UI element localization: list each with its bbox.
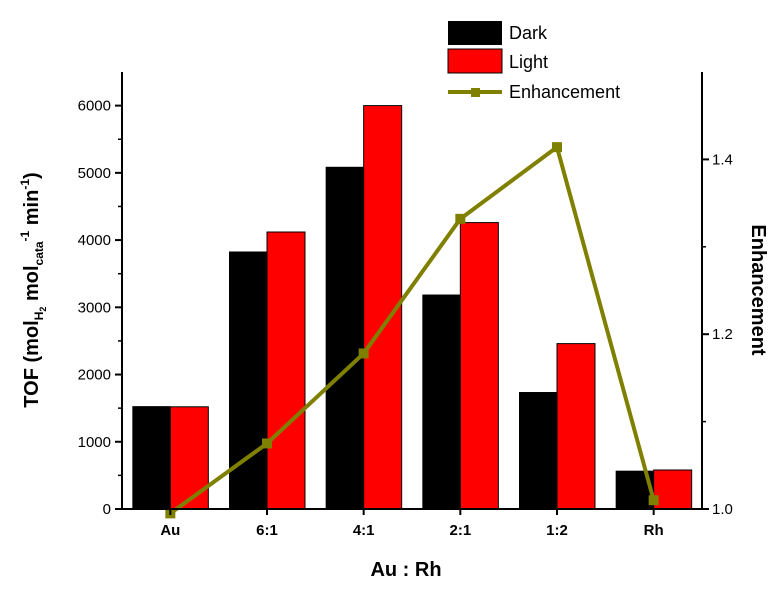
enhancement-point-1-2 (552, 142, 562, 153)
legend-label-light: Light (509, 52, 548, 72)
bars-layer (132, 105, 693, 510)
y-tick-label: 5000 (78, 165, 111, 182)
y-tick-label: 2000 (78, 367, 111, 384)
enhancement-point-6-1 (262, 438, 272, 449)
x-tick-label-1-2: 1:2 (546, 522, 568, 539)
y2-axis-title: Enhancement (747, 224, 769, 355)
y-tick-label: 4000 (78, 232, 111, 249)
bar-dark-6-1 (229, 251, 267, 509)
y-axis-title: TOF (molH2 molcata-1 min-1) (18, 172, 48, 407)
enhancement-point-rh (648, 495, 659, 506)
bar-light-6-1 (266, 231, 306, 510)
x-tick-label-au: Au (160, 522, 180, 539)
bar-dark-2-1 (422, 294, 461, 509)
axes-layer: 0 1000 2000 3000 4000 5000 6000 1.0 1.2 1.4 Au 6:1 4… (78, 72, 733, 539)
y2-tick-label: 1.2 (712, 326, 733, 343)
legend: Dark Light Enhancement (447, 21, 620, 102)
legend-label-dark: Dark (509, 23, 548, 43)
x-tick-label-4-1: 4:1 (353, 522, 375, 539)
bar-light-2-1 (459, 222, 499, 510)
enhancement-point-2-1 (455, 213, 466, 224)
bar-dark-au (132, 406, 171, 509)
bar-light-rh (653, 469, 693, 510)
enhancement-point-4-1 (358, 348, 369, 359)
legend-swatch-light (447, 48, 503, 74)
legend-marker-enhancement (471, 88, 480, 97)
legend-swatch-dark (448, 21, 502, 45)
x-tick-label-rh: Rh (644, 522, 664, 539)
y-tick-label: 1000 (78, 434, 111, 451)
x-axis-title: Au : Rh (370, 559, 441, 581)
y-tick-label: 3000 (78, 299, 111, 316)
y2-tick-label: 1.0 (712, 501, 733, 518)
bar-light-au (169, 406, 209, 510)
enhancement-line (169, 145, 656, 515)
y-tick-label: 0 (103, 501, 111, 518)
bar-dark-4-1 (325, 166, 364, 509)
bar-light-1-2 (556, 343, 596, 510)
x-tick-label-2-1: 2:1 (449, 522, 471, 539)
legend-label-enhancement: Enhancement (509, 82, 620, 102)
y2-tick-label: 1.4 (712, 151, 733, 168)
x-tick-label-6-1: 6:1 (256, 522, 278, 539)
y-tick-label: 6000 (78, 98, 111, 115)
bar-dark-1-2 (519, 392, 557, 509)
